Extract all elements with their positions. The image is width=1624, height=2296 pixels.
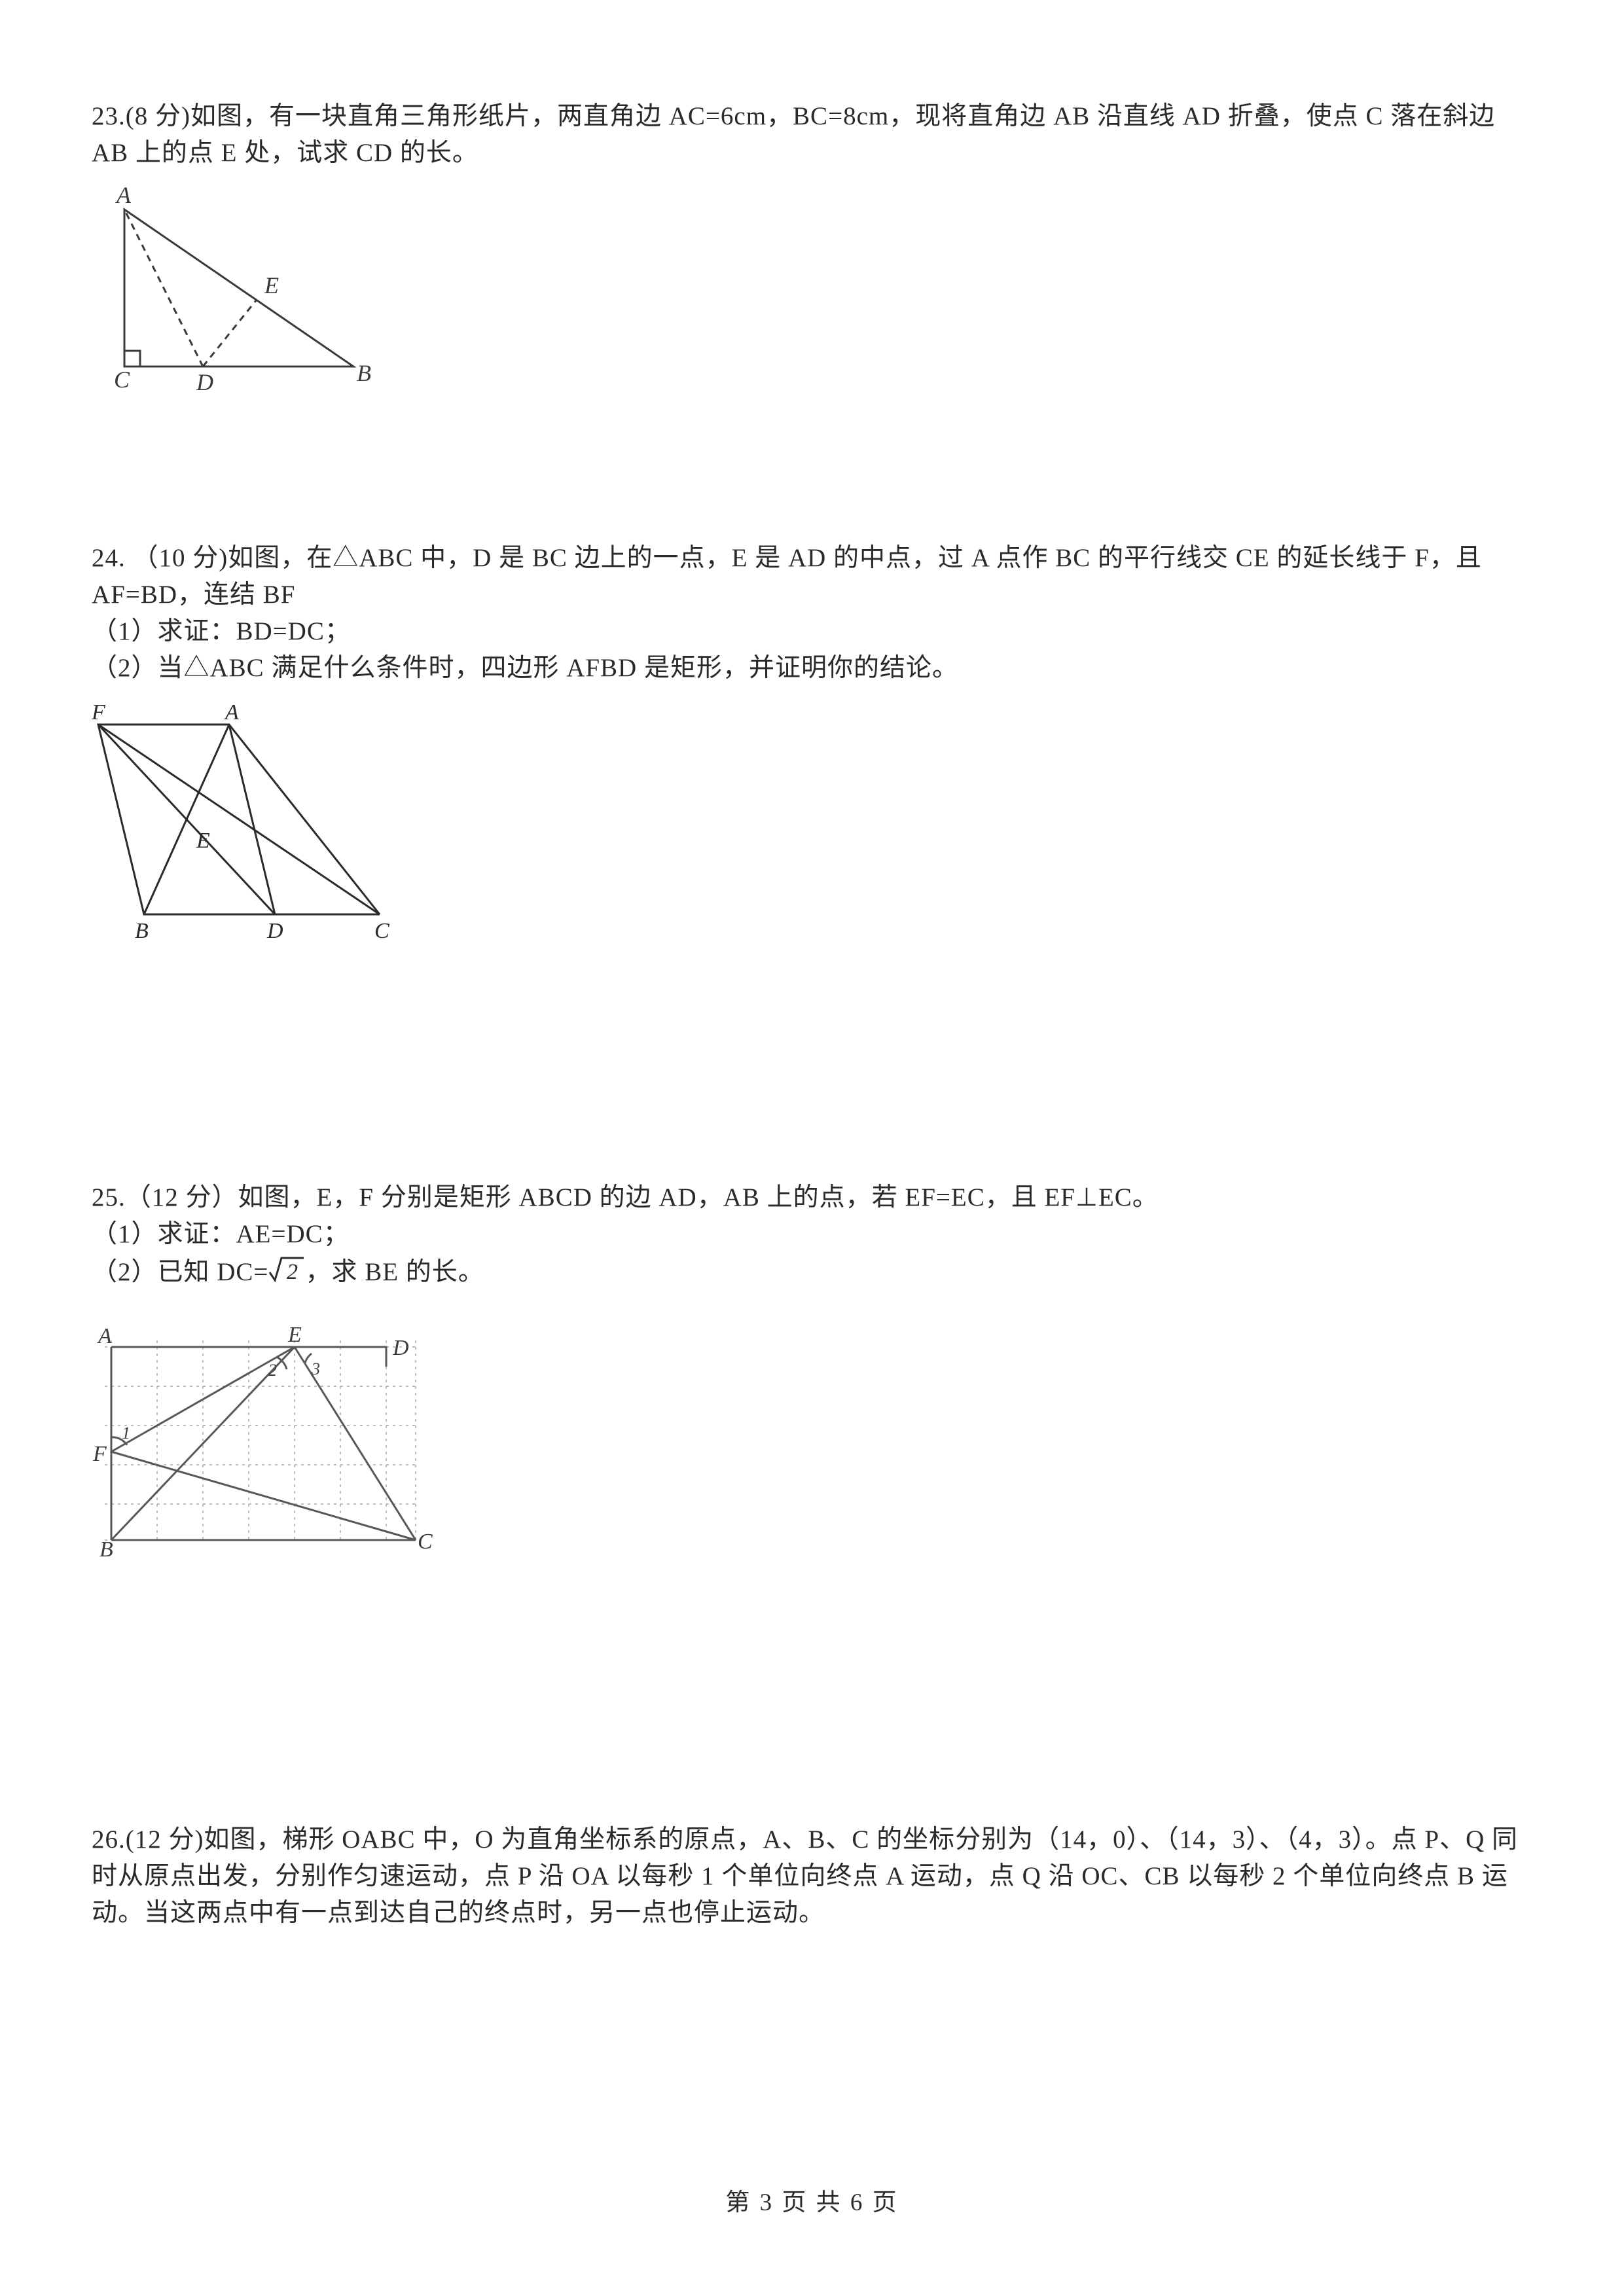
q24-label-A: A xyxy=(224,700,239,725)
problem-25: 25.（12 分）如图，E，F 分别是矩形 ABCD 的边 AD，AB 上的点，… xyxy=(92,1179,1532,1560)
q25-angle-3: 3 xyxy=(311,1359,320,1378)
sqrt-2: 2 xyxy=(268,1253,305,1295)
q23-label-D: D xyxy=(196,369,213,393)
q23-label-C: C xyxy=(114,367,130,393)
q25-line2: （1）求证：AE=DC； xyxy=(92,1216,1532,1253)
q25-line1: 25.（12 分）如图，E，F 分别是矩形 ABCD 的边 AD，AB 上的点，… xyxy=(92,1179,1532,1216)
q25-line3: （2）已知 DC= 2 ，求 BE 的长。 xyxy=(92,1253,1532,1295)
q25-label-E: E xyxy=(287,1323,302,1347)
q26-text: 26.(12 分)如图，梯形 OABC 中，O 为直角坐标系的原点，A、B、C … xyxy=(92,1821,1532,1931)
q24-label-E: E xyxy=(196,829,210,853)
q24-line1: 24. （10 分)如图，在△ABC 中，D 是 BC 边上的一点，E 是 AD… xyxy=(92,540,1532,613)
q23-figure: A B C D E xyxy=(92,183,1532,396)
q25-angle-1: 1 xyxy=(122,1424,130,1443)
q24-label-B: B xyxy=(135,919,149,941)
q24-label-D: D xyxy=(266,919,283,941)
q25-label-D: D xyxy=(392,1336,409,1360)
q23-text: 23.(8 分)如图，有一块直角三角形纸片，两直角边 AC=6cm，BC=8cm… xyxy=(92,98,1532,171)
q24-label-C: C xyxy=(374,919,389,941)
q25-label-C: C xyxy=(418,1530,433,1554)
q23-label-A: A xyxy=(115,183,132,208)
q25-line3-a: （2）已知 DC= xyxy=(92,1258,268,1286)
q25-label-F: F xyxy=(92,1442,107,1466)
q24-figure: F A B D C E xyxy=(92,698,1532,944)
q23-label-E: E xyxy=(264,272,279,298)
q24-line3: （2）当△ABC 满足什么条件时，四边形 AFBD 是矩形，并证明你的结论。 xyxy=(92,650,1532,687)
q25-line3-b: ，求 BE 的长。 xyxy=(305,1258,484,1286)
q25-angle-2: 2 xyxy=(268,1361,277,1380)
q24-label-F: F xyxy=(92,700,106,725)
q25-label-B: B xyxy=(99,1537,113,1556)
problem-23: 23.(8 分)如图，有一块直角三角形纸片，两直角边 AC=6cm，BC=8cm… xyxy=(92,98,1532,396)
q24-line2: （1）求证：BD=DC； xyxy=(92,613,1532,650)
page-footer: 第 3 页 共 6 页 xyxy=(0,2182,1624,2217)
problem-26: 26.(12 分)如图，梯形 OABC 中，O 为直角坐标系的原点，A、B、C … xyxy=(92,1821,1532,1931)
q25-figure: A E D F B C 1 2 3 xyxy=(92,1314,1532,1560)
svg-text:2: 2 xyxy=(287,1260,298,1284)
q23-label-B: B xyxy=(357,360,371,386)
q25-label-A: A xyxy=(97,1324,112,1348)
problem-24: 24. （10 分)如图，在△ABC 中，D 是 BC 边上的一点，E 是 AD… xyxy=(92,540,1532,944)
